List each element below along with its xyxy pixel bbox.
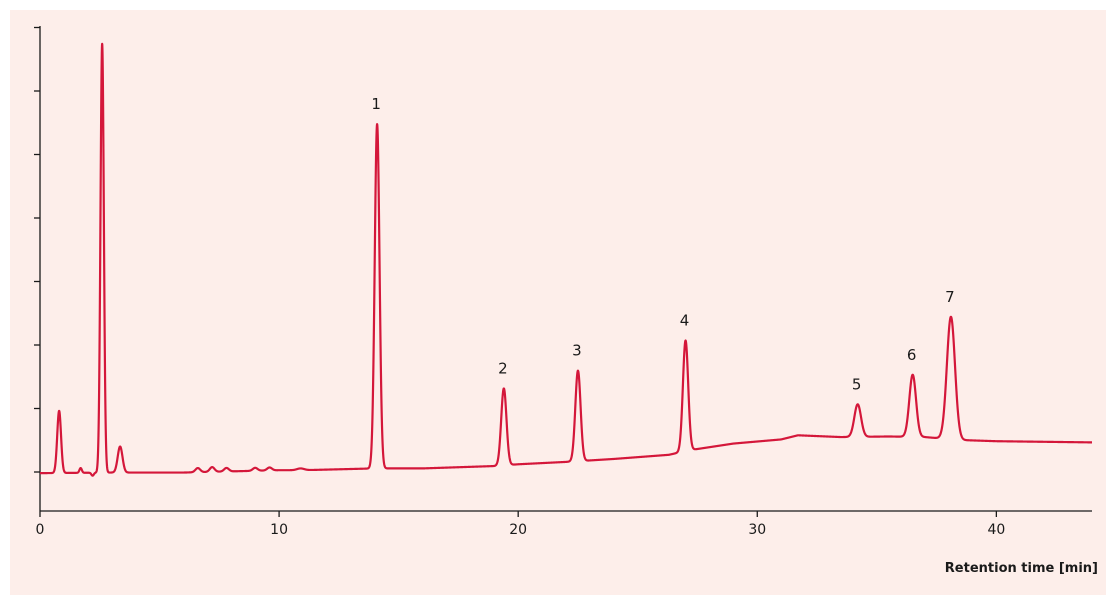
peak-label-7: 7 — [945, 288, 955, 306]
chart-panel: 0 10 20 30 40 1 2 3 4 5 6 7 Retention time [min] — [10, 10, 1106, 595]
peak-label-5: 5 — [852, 375, 862, 393]
peak-labels: 1 2 3 4 5 6 7 — [371, 95, 954, 393]
peak-label-1: 1 — [371, 95, 381, 113]
x-axis: 0 10 20 30 40 — [36, 510, 1092, 538]
x-tick-label: 20 — [509, 522, 527, 538]
peak-label-2: 2 — [498, 359, 508, 377]
x-tick-label: 40 — [987, 522, 1005, 538]
chromatogram-chart: 0 10 20 30 40 1 2 3 4 5 6 7 Retention time [min] — [34, 26, 1098, 576]
x-axis-label: Retention time [min] — [945, 561, 1098, 576]
peak-label-4: 4 — [680, 312, 690, 330]
x-tick-label: 10 — [270, 522, 288, 538]
peak-label-6: 6 — [907, 346, 917, 364]
x-tick-label: 30 — [748, 522, 766, 538]
y-axis — [34, 26, 41, 511]
x-tick-label: 0 — [36, 522, 45, 538]
chromatogram-trace — [39, 42, 1093, 477]
peak-label-3: 3 — [572, 342, 582, 360]
